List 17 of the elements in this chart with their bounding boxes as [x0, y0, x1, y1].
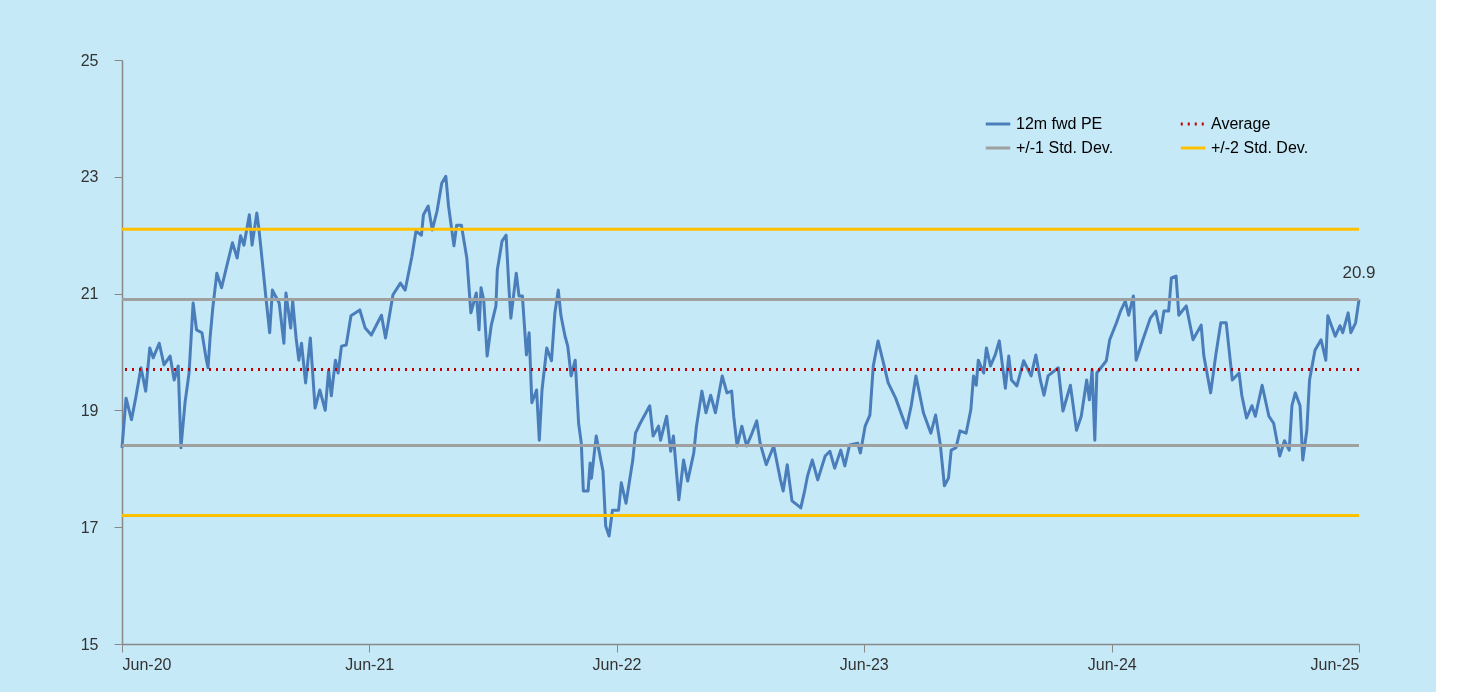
x-tick-label: Jun-20	[122, 655, 172, 673]
x-tick-label: Jun-24	[1087, 655, 1137, 673]
y-tick-label: 19	[80, 401, 99, 419]
x-tick-label: Jun-23	[839, 655, 889, 673]
legend-label: 12m fwd PE	[1016, 115, 1103, 132]
y-tick-label: 21	[80, 285, 99, 303]
legend-label: +/-2 Std. Dev.	[1211, 139, 1309, 156]
y-tick-label: 15	[80, 635, 99, 653]
legend-label: Average	[1211, 115, 1271, 132]
x-tick-label: Jun-21	[345, 655, 395, 673]
legend-label: +/-1 Std. Dev.	[1016, 139, 1114, 156]
x-tick-label: Jun-22	[592, 655, 642, 673]
annotation: 20.9	[1342, 263, 1376, 283]
x-tick-label: Jun-25	[1310, 655, 1360, 673]
y-tick-label: 17	[80, 518, 99, 536]
y-tick-label: 23	[80, 168, 99, 186]
y-tick-label: 25	[80, 51, 99, 69]
